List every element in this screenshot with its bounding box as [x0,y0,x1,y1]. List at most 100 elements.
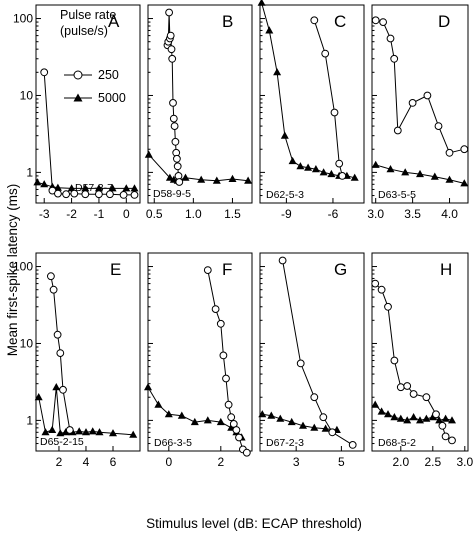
panel-d-point-5000 [386,165,395,173]
panel-b-point-250 [168,54,177,63]
panel-d-frame [371,4,469,204]
panel-e-point-5000 [75,427,84,435]
panel-a-point-5000 [67,184,76,192]
panel-e-point-5000 [48,425,57,433]
panel-g-point-250 [348,441,357,449]
panel-h-point-250 [422,393,431,402]
panel-c-point-5000 [265,26,274,34]
panel-d-point-250 [390,54,399,63]
panel-a-point-5000 [33,178,42,186]
panel-f-point-250 [203,266,212,275]
panel-e-point-5000 [88,427,97,435]
panel-e-point-5000 [34,393,43,401]
panel-e-point-5000 [129,430,138,438]
panel-a-xtick-label: -1 [94,207,105,221]
panel-b-point-5000 [197,175,206,183]
panel-h-xtick-label: 2.5 [424,455,441,469]
panel-a-ytick-label: 10 [20,88,34,102]
legend-250-label: 250 [98,68,119,82]
panel-e-point-250 [47,272,55,281]
panel-d-point-250 [371,16,380,25]
panel-d-point-250 [434,122,443,130]
panel-b-point-5000 [165,173,174,181]
panel-b-point-250 [170,122,179,130]
panel-b-point-250 [171,137,180,146]
x-axis-label: Stimulus level (dB: ECAP threshold) [146,516,362,531]
panel-h-point-250 [396,383,405,392]
panel-g-point-250 [296,359,305,368]
panel-b-frame [147,4,253,204]
panel-d-point-5000 [445,175,454,183]
panel-f-unit-id: D66-3-5 [154,437,192,449]
panel-e-point-250 [56,349,65,358]
panel-c-point-250 [330,108,339,117]
panel-b-point-5000 [228,174,237,182]
panel-h-point-5000 [371,400,380,408]
panel-d-point-250 [386,34,395,43]
panel-g-point-250 [278,256,287,265]
panel-b-point-5000 [181,173,190,181]
panel-a-point-250 [81,190,90,199]
panel-f-point-250 [216,319,225,328]
panel-c-point-5000 [280,131,289,139]
panel-d-point-250 [460,145,469,154]
panel-c-point-250 [321,49,330,58]
panel-h-point-250 [371,279,380,288]
panel-b-unit-id: D58-9-5 [153,188,191,200]
panel-d-letter: D [438,12,450,31]
panel-a-point-5000 [130,184,139,192]
panel-g-letter: G [334,260,347,279]
panel-h-point-5000 [396,414,405,422]
panel-a-xtick-label: -3 [39,207,50,221]
panel-g-series-250-line [282,260,353,446]
panel-f-point-250 [222,374,230,383]
panel-c-xtick-label: -6 [328,207,339,221]
panel-e-letter: E [110,260,121,279]
panel-g-xtick-label: 3 [293,455,300,469]
panel-d-point-250 [445,148,454,157]
panel-g-point-5000 [258,410,267,418]
panel-f-point-250 [227,413,236,422]
panel-g-point-250 [310,393,319,402]
panel-h-point-5000 [422,414,431,422]
panel-f: 0 2 F D66-3-5 [144,252,253,469]
panel-g-frame [259,252,365,452]
panel-c-point-5000 [327,169,336,178]
panel-e-ytick-label: 100 [13,260,33,274]
panel-d-xtick-label: 3.0 [367,207,384,221]
panel-a-point-5000 [94,184,103,192]
panel-a-xtick-label: -2 [66,207,77,221]
panel-f-point-250 [235,433,243,442]
panel-g-point-250 [328,428,337,437]
panel-d-point-5000 [460,179,469,187]
panel-c-point-250 [338,172,347,180]
panel-b-point-250 [169,99,177,107]
panel-h-frame [371,252,469,452]
panel-a-series-5000-line [37,181,135,189]
panel-g-point-5000 [267,411,276,419]
panel-f-point-5000 [154,400,163,408]
panel-c-unit-id: D62-5-3 [266,189,304,201]
panel-h-letter: H [440,260,452,279]
panel-a-point-5000 [108,184,117,192]
panel-b-letter: B [222,12,233,31]
panel-b-xtick-label: 1.0 [185,207,202,221]
panel-h-point-250 [403,382,412,390]
panel-d-point-250 [379,18,388,27]
legend: Pulse rate (pulse/s) 250 5000 [60,8,126,105]
panel-d-point-250 [408,99,417,107]
panel-b-point-5000 [244,176,253,184]
panel-f-point-5000 [144,383,152,391]
panel-c-xtick-label: -9 [281,207,292,221]
panel-b-point-5000 [212,176,221,184]
panel-a-point-250 [130,191,139,199]
panel-g-point-5000 [321,424,330,432]
panel-b-point-250 [173,154,181,163]
panel-e-xtick-label: 6 [110,455,117,469]
panel-g: 3 5 G D67-2-3 [258,252,365,469]
panel-e-point-5000 [95,428,104,436]
panel-h-point-250 [441,432,450,441]
panel-f-point-250 [219,351,228,360]
